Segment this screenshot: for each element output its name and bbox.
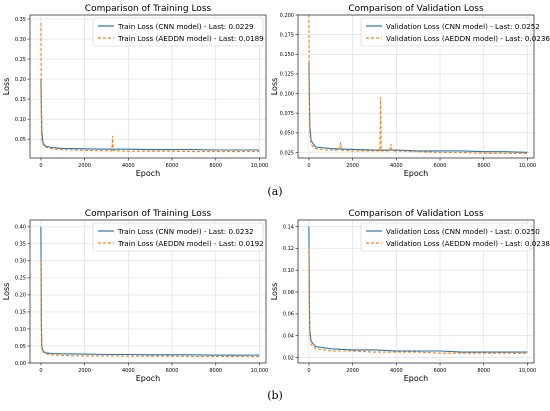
caption-a: (a) [267,185,283,198]
y-tick-label: 0.200 [280,13,294,19]
chart-panel: 0 2000 4000 6000 8000 10,000 0.02 0.04 0.06 0.08 0… [270,209,550,383]
x-axis-label: Epoch [136,374,161,383]
x-axis-label: Epoch [404,169,429,178]
series-line-aeddn [308,15,528,155]
series-line-cnn [308,62,528,153]
x-tick-label: 10,000 [251,163,269,169]
x-tick-label: 6000 [166,163,179,169]
series-line-aeddn [40,22,260,153]
y-tick-label: 0.10 [15,117,26,123]
y-tick-label: 0.175 [280,32,294,38]
chart-title: Comparison of Validation Loss [348,209,484,219]
legend-entry: Validation Loss (CNN model) - Last: 0.02… [386,22,540,31]
y-tick-label: 0.35 [15,17,26,23]
y-tick-label: 0.15 [15,310,26,316]
y-tick-label: 0.10 [15,327,26,333]
y-tick-label: 0.125 [280,72,294,78]
x-tick-label: 10,000 [251,368,269,374]
plot-frame [297,14,535,159]
y-tick-label: 0.025 [280,150,294,156]
y-tick-label: 0.04 [283,334,294,340]
y-axis-label: Loss [270,78,279,96]
x-tick-label: 2000 [78,368,91,374]
y-tick-label: 0.30 [15,259,26,265]
y-tick-label: 0.06 [283,312,294,318]
y-tick-label: 0.050 [280,131,294,137]
x-tick-label: 4000 [122,368,135,374]
y-tick-label: 0.35 [15,242,26,248]
y-tick-label: 0.08 [283,290,294,296]
x-tick-label: 4000 [390,163,403,169]
y-tick-label: 0.150 [280,52,294,58]
y-tick-label: 0.25 [15,276,26,282]
x-tick-label: 6000 [434,163,447,169]
y-tick-label: 0.25 [15,57,26,63]
x-tick-label: 6000 [434,368,447,374]
y-tick-label: 0.02 [283,355,294,361]
y-tick-label: 0.05 [15,344,26,350]
y-axis-label: Loss [2,78,11,96]
y-tick-label: 0.05 [15,137,26,143]
plot-frame [297,219,535,364]
y-tick-label: 0.12 [283,246,294,252]
plot-frame [29,219,267,364]
chart-title: Comparison of Training Loss [85,4,212,14]
x-tick-label: 0 [307,163,310,169]
x-tick-label: 8000 [209,163,222,169]
legend-box [360,222,532,252]
x-tick-label: 2000 [346,368,359,374]
chart-title: Comparison of Validation Loss [348,4,484,14]
x-tick-label: 8000 [209,368,222,374]
y-tick-label: 0.00 [15,361,26,367]
chart-panel: 0 2000 4000 6000 8000 10,000 0.00 0.05 0.10 0.15 0… [2,209,268,383]
x-tick-label: 8000 [477,368,490,374]
legend-entry: Train Loss (CNN model) - Last: 0.0229 [117,22,254,31]
y-tick-label: 0.15 [15,97,26,103]
x-tick-label: 4000 [122,163,135,169]
y-tick-label: 0.100 [280,91,294,97]
x-tick-label: 8000 [477,163,490,169]
x-tick-label: 2000 [78,163,91,169]
x-tick-label: 0 [39,163,42,169]
y-axis-label: Loss [2,283,11,301]
x-tick-label: 0 [39,368,42,374]
x-tick-label: 0 [307,368,310,374]
y-tick-label: 0.14 [283,224,294,230]
legend-entry: Train Loss (AEDDN model) - Last: 0.0192 [117,239,264,248]
chart-title: Comparison of Training Loss [85,209,212,219]
series-line-cnn [40,79,260,151]
y-tick-label: 0.40 [15,225,26,231]
legend-entry: Validation Loss (AEDDN model) - Last: 0.… [386,34,550,43]
y-tick-label: 0.075 [280,111,294,117]
legend-box [360,17,532,47]
y-axis-label: Loss [270,283,279,301]
y-tick-label: 0.20 [15,293,26,299]
y-tick-label: 0.10 [283,268,294,274]
legend-box [92,17,264,47]
legend-entry: Validation Loss (CNN model) - Last: 0.02… [386,227,540,236]
plot-frame [29,14,267,159]
x-tick-label: 6000 [166,368,179,374]
legend-box [92,222,264,252]
x-tick-label: 10,000 [519,368,537,374]
legend-entry: Train Loss (CNN model) - Last: 0.0232 [117,227,254,236]
series-line-aeddn [40,260,260,358]
y-tick-label: 0.30 [15,37,26,43]
chart-panel: 0 2000 4000 6000 8000 10,000 0.025 0.050 0.075 0.… [270,4,550,178]
chart-panel: 0 2000 4000 6000 8000 10,000 0.05 0.10 0.15 0.20 0… [2,4,268,178]
x-tick-label: 4000 [390,368,403,374]
legend-entry: Validation Loss (AEDDN model) - Last: 0.… [386,239,550,248]
x-tick-label: 10,000 [519,163,537,169]
series-line-aeddn [308,248,528,354]
x-tick-label: 2000 [346,163,359,169]
caption-b: (b) [267,389,283,402]
x-axis-label: Epoch [404,374,429,383]
x-axis-label: Epoch [136,169,161,178]
legend-entry: Train Loss (AEDDN model) - Last: 0.0189 [117,34,264,43]
y-tick-label: 0.20 [15,77,26,83]
